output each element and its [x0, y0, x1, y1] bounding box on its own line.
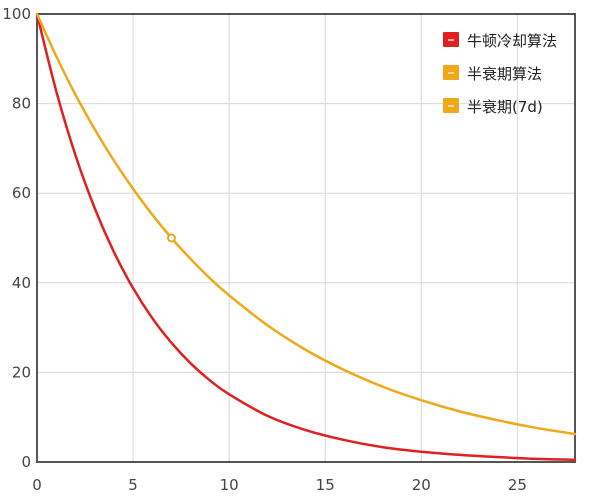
y-tick-label: 100 [2, 5, 31, 23]
legend-item[interactable]: 半衰期算法 [443, 65, 542, 83]
y-axis-ticks: 0 20 40 60 80 100 [2, 5, 31, 471]
legend-item[interactable]: 半衰期(7d) [443, 98, 543, 116]
grid-lines [37, 14, 575, 462]
plot-frame [36, 13, 576, 463]
x-tick-label: 5 [128, 476, 138, 494]
x-tick-label: 25 [508, 476, 527, 494]
y-tick-label: 60 [12, 184, 31, 202]
x-tick-label: 0 [32, 476, 42, 494]
series-layer [35, 12, 577, 462]
legend-label: 牛顿冷却算法 [467, 32, 557, 50]
y-tick-label: 40 [12, 274, 31, 292]
x-tick-label: 15 [316, 476, 335, 494]
y-tick-label: 80 [12, 95, 31, 113]
x-tick-label: 10 [220, 476, 239, 494]
y-tick-label: 20 [12, 363, 31, 381]
series-point-2 [167, 233, 176, 243]
legend-item[interactable]: 牛顿冷却算法 [443, 32, 557, 50]
legend-label: 半衰期算法 [467, 65, 542, 83]
x-tick-label: 20 [412, 476, 431, 494]
series-line-1 [35, 12, 577, 436]
x-axis-ticks: 0 5 10 15 20 25 [32, 476, 527, 494]
legend-label: 半衰期(7d) [467, 98, 543, 116]
series-line-0 [35, 12, 577, 462]
y-tick-label: 0 [21, 453, 31, 471]
